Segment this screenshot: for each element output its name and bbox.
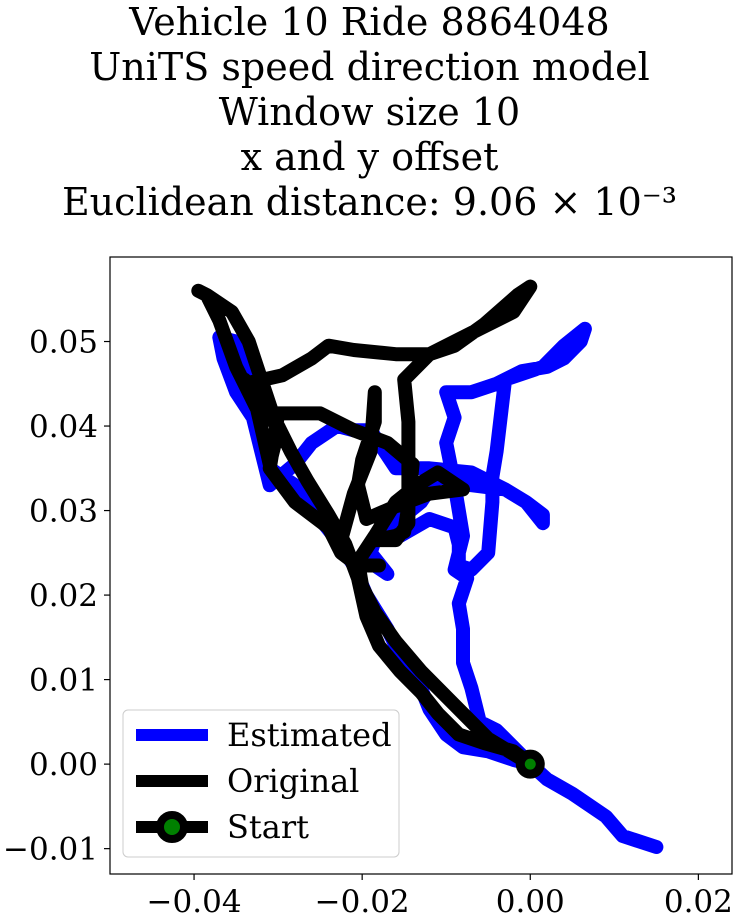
x-axis: −0.04 −0.02 0.00 0.02 [147, 874, 733, 920]
title-line-distance: Euclidean distance: 9.06 × 10⁻³ [61, 180, 678, 224]
start-marker [515, 749, 545, 779]
x-tick-label: 0.02 [664, 884, 733, 920]
y-tick-label: 0.01 [29, 663, 98, 699]
plot-frame [109, 256, 733, 875]
legend-box [122, 709, 400, 858]
y-tick-label: −0.01 [3, 832, 98, 868]
y-tick-label: 0.04 [29, 409, 98, 445]
title-line-vehicle: Vehicle 10 Ride 8864048 [129, 0, 610, 44]
legend-label-start: Start [227, 808, 309, 846]
legend-label-estimated: Estimated [227, 716, 392, 754]
x-tick-label: 0.00 [496, 884, 565, 920]
x-tick-label: −0.02 [315, 884, 410, 920]
y-tick-label: 0.03 [29, 494, 98, 530]
y-tick-label: 0.02 [29, 578, 98, 614]
legend-swatch-start-marker [156, 811, 188, 843]
title-line-window: Window size 10 [218, 90, 521, 134]
title-line-model: UniTS speed direction model [89, 45, 650, 89]
legend: Estimated Original Start [122, 709, 400, 858]
series-layer [191, 279, 664, 854]
legend-label-original: Original [227, 762, 359, 800]
chart-title: Vehicle 10 Ride 8864048 UniTS speed dire… [0, 0, 739, 225]
x-tick-label: −0.04 [147, 884, 242, 920]
y-tick-label: 0.00 [29, 747, 98, 783]
y-tick-label: 0.05 [29, 325, 98, 361]
title-line-offset: x and y offset [240, 135, 499, 179]
y-axis: −0.01 0.00 0.01 0.02 0.03 0.04 0.05 [3, 325, 110, 868]
series-line-original [191, 279, 538, 772]
start-layer [515, 749, 545, 779]
